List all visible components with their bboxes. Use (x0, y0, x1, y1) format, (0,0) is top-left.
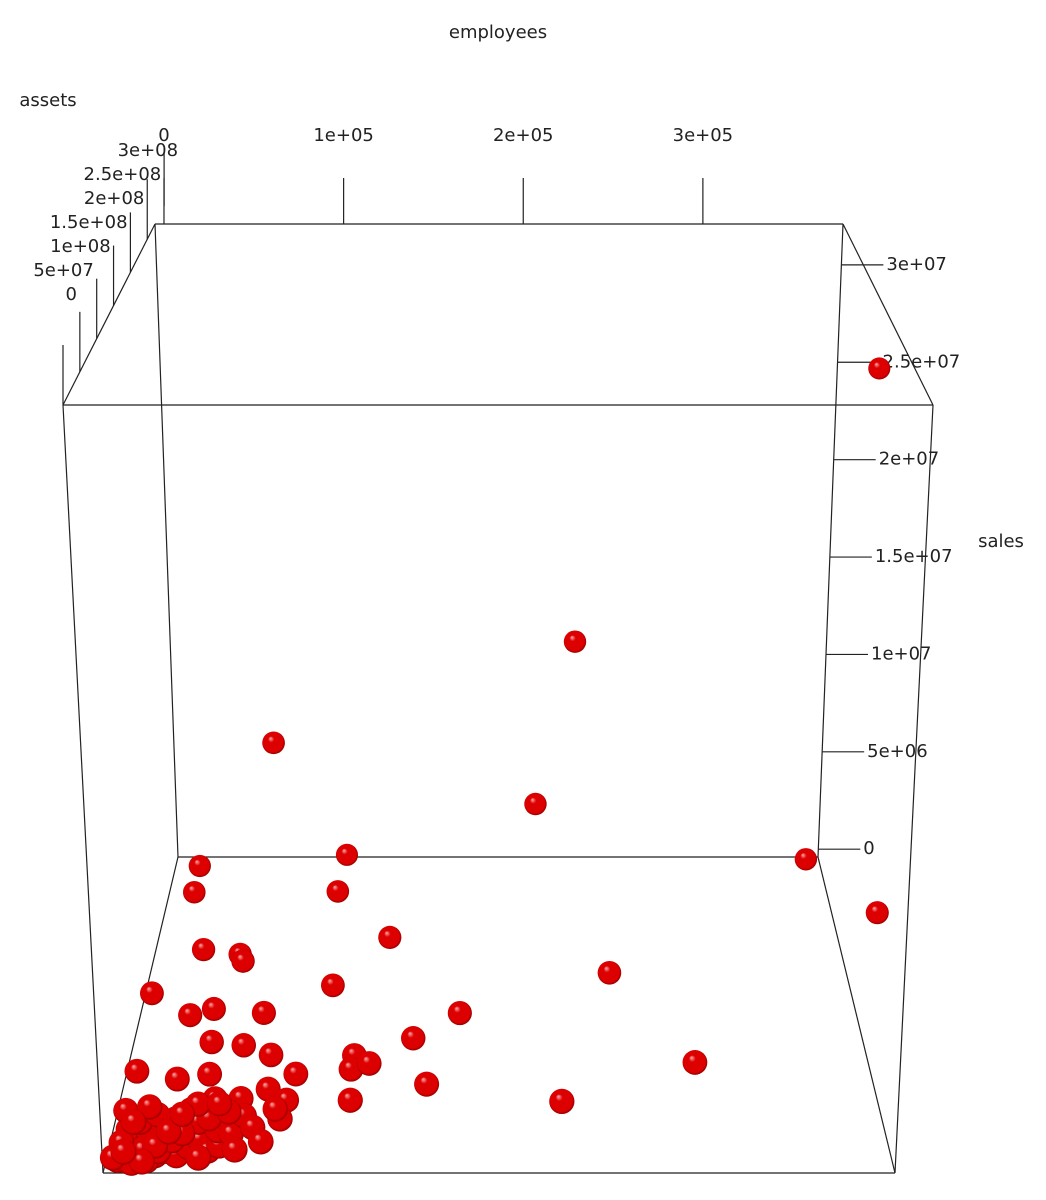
z-tick-label: 5e+06 (867, 741, 928, 762)
point (231, 1033, 256, 1058)
point (255, 1076, 281, 1102)
point (447, 1000, 472, 1026)
box-edge (817, 856, 896, 1174)
x-axis-label: employees (449, 22, 547, 43)
y-tick-label: 1.5e+08 (50, 212, 128, 233)
point (401, 1026, 426, 1051)
z-tick-label: 2e+07 (879, 449, 940, 470)
box-edge (842, 223, 934, 406)
point (524, 792, 547, 816)
point (414, 1071, 440, 1097)
box-edge (894, 404, 934, 1174)
point (178, 1003, 203, 1028)
point (231, 949, 255, 973)
x-tick-label: 0 (158, 125, 169, 146)
z-tick-label: 0 (863, 838, 874, 859)
y-tick-label: 2e+08 (84, 188, 145, 209)
point (335, 843, 359, 866)
point (794, 848, 818, 871)
point (258, 1042, 284, 1068)
x-tick-label: 2e+05 (493, 125, 554, 146)
point (283, 1061, 309, 1087)
y-axis-label: assets (19, 90, 76, 111)
box-edge (62, 223, 156, 406)
point (597, 960, 622, 985)
point (262, 731, 285, 755)
point (682, 1050, 708, 1075)
point (262, 1096, 288, 1122)
y-tick-label: 5e+07 (33, 260, 94, 281)
point (251, 1000, 276, 1025)
point (164, 1066, 190, 1092)
point (865, 901, 889, 925)
point (206, 1091, 233, 1117)
point (321, 973, 345, 998)
point (156, 1118, 182, 1145)
point (182, 880, 206, 904)
z-axis-label: sales (978, 531, 1024, 552)
y-tick-label: 3e+08 (118, 140, 179, 161)
point (137, 1094, 163, 1120)
box-edge (62, 404, 104, 1174)
point (201, 996, 226, 1021)
point (139, 981, 164, 1006)
y-tick-label: 2.5e+08 (84, 164, 162, 185)
z-tick-label: 2.5e+07 (883, 351, 961, 372)
point (549, 1088, 575, 1115)
point (124, 1058, 150, 1084)
point (563, 630, 587, 653)
x-tick-label: 1e+05 (313, 125, 374, 146)
z-tick-label: 3e+07 (886, 254, 947, 275)
point (185, 1144, 212, 1171)
point (169, 1101, 196, 1127)
point (110, 1138, 137, 1165)
point (378, 925, 402, 950)
point (221, 1136, 248, 1163)
z-tick-label: 1e+07 (871, 643, 932, 664)
x-tick-label: 3e+05 (673, 125, 734, 146)
box-edge (102, 856, 179, 1174)
point (191, 937, 216, 962)
z-tick-label: 1.5e+07 (875, 546, 953, 567)
point (199, 1029, 224, 1055)
point (356, 1051, 382, 1076)
point (247, 1128, 274, 1155)
point (337, 1087, 363, 1113)
box-edge (817, 223, 844, 858)
point (120, 1109, 147, 1135)
point (326, 880, 350, 903)
y-tick-label: 0 (66, 284, 77, 305)
y-tick-label: 1e+08 (50, 236, 111, 257)
point (868, 357, 891, 380)
point (188, 854, 211, 878)
box-edge (154, 223, 179, 858)
point (197, 1061, 223, 1087)
